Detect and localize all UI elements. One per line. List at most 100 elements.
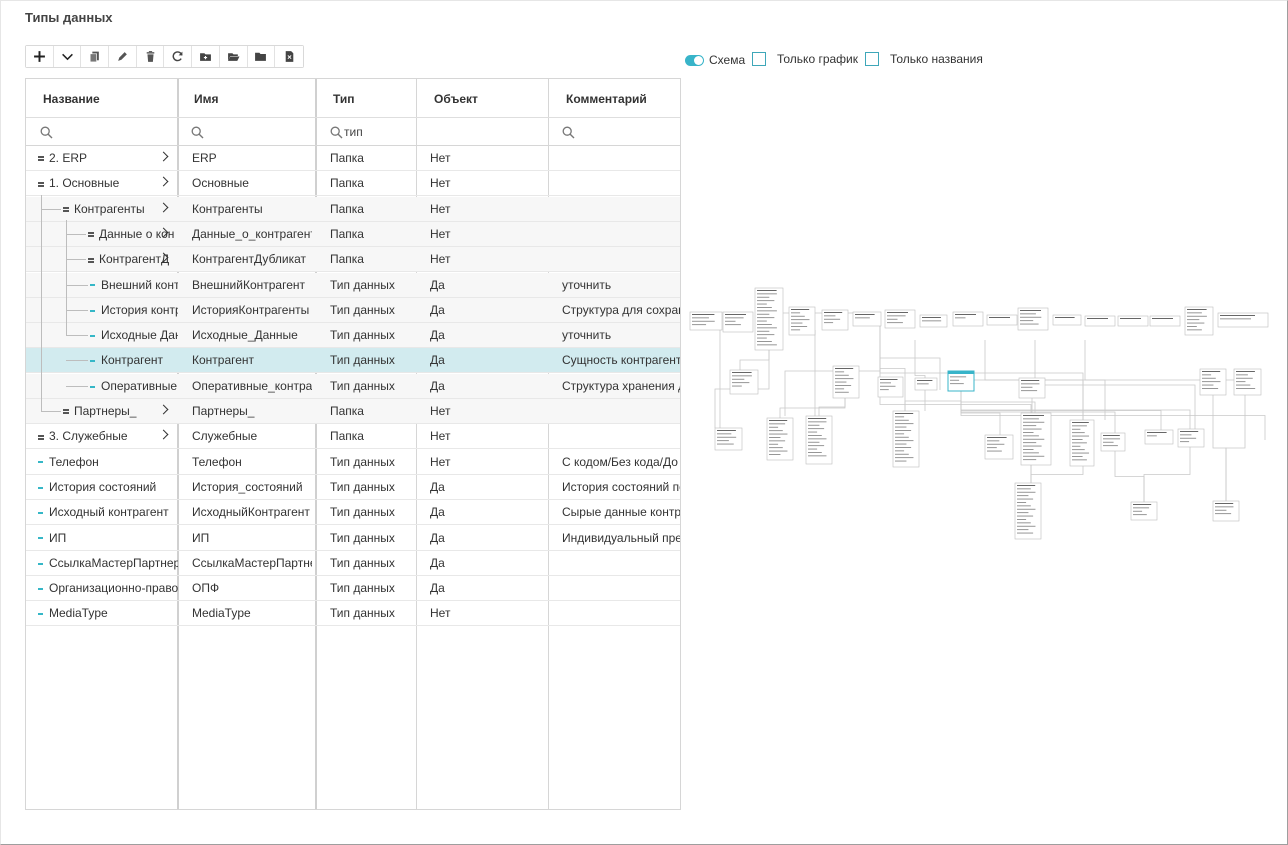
table-row[interactable]: Контрагенты Контрагенты Папка Нет <box>26 196 680 222</box>
row-ident-cell[interactable]: ERP <box>192 151 217 165</box>
row-type-cell[interactable]: Папка <box>330 252 364 267</box>
row-name-cell[interactable]: Организационно-правов <box>26 576 178 601</box>
open-folder-button[interactable] <box>219 46 248 67</box>
table-row[interactable]: 2. ERP ERP Папка Нет <box>26 146 680 171</box>
edit-button[interactable] <box>109 46 137 67</box>
row-comment-cell[interactable] <box>562 146 680 171</box>
diagram-entity[interactable] <box>947 370 975 392</box>
diagram-entity[interactable] <box>919 314 948 328</box>
diagram-entity[interactable] <box>914 377 938 391</box>
column-header-name[interactable]: Название <box>43 92 100 106</box>
diagram-entity[interactable] <box>1212 500 1240 522</box>
row-comment-cell[interactable] <box>562 247 680 272</box>
diagram-entity[interactable] <box>689 311 723 331</box>
row-object-cell[interactable]: Нет <box>430 404 451 418</box>
table-row[interactable]: 3. Служебные Служебные Папка Нет <box>26 424 680 450</box>
row-ident-cell[interactable]: Основные <box>192 176 249 191</box>
row-ident-cell[interactable]: ИП <box>192 530 210 545</box>
table-row[interactable]: Партнеры_ Партнеры_ Папка Нет <box>26 399 680 424</box>
row-ident-cell[interactable]: ВнешнийКонтрагент <box>192 277 306 292</box>
graph-only-box[interactable] <box>752 52 766 66</box>
diagram-entity[interactable] <box>877 376 904 398</box>
diagram-entity[interactable] <box>1217 312 1269 328</box>
diagram-entity[interactable] <box>1020 412 1052 466</box>
row-type-cell[interactable]: Тип данных <box>330 454 395 469</box>
row-comment-cell[interactable] <box>562 424 680 449</box>
row-object-cell[interactable]: Нет <box>430 454 451 469</box>
folder-button[interactable] <box>247 46 276 67</box>
table-row[interactable]: Внешний конт ВнешнийКонтрагент Тип данных Д… <box>26 272 680 298</box>
row-type-cell[interactable]: Тип данных <box>330 505 395 520</box>
table-row[interactable]: Организационно-правов ОПФ Тип данных Да <box>26 576 680 602</box>
diagram-entity[interactable] <box>1018 377 1046 399</box>
diagram-entity[interactable] <box>952 311 984 327</box>
diagram-entity[interactable] <box>984 434 1014 460</box>
delete-button[interactable] <box>136 46 165 67</box>
diagram-entity[interactable] <box>1052 314 1082 326</box>
row-name-cell[interactable]: MediaType <box>26 601 178 626</box>
diagram-entity[interactable] <box>1144 429 1174 445</box>
row-object-cell[interactable]: Нет <box>430 176 451 191</box>
row-object-cell[interactable]: Да <box>430 505 445 520</box>
names-only-checkbox[interactable]: Только названия <box>865 52 983 66</box>
copy-button[interactable] <box>81 46 110 67</box>
row-comment-cell[interactable] <box>562 551 680 576</box>
table-row[interactable]: Данные о кон Данные_о_контрагента Папка Нет <box>26 221 680 247</box>
table-row[interactable]: Исходный контрагент ИсходныйКонтрагент Тип… <box>26 500 680 526</box>
diagram-entity[interactable] <box>729 369 759 395</box>
row-name-cell[interactable]: Телефон <box>26 450 178 475</box>
table-row[interactable]: Телефон Телефон Тип данных Нет С кодом/Без к… <box>26 450 680 475</box>
row-name-cell[interactable]: Контрагент <box>26 348 178 373</box>
row-comment-cell[interactable]: Структура для сохран <box>562 302 680 317</box>
row-object-cell[interactable]: Нет <box>430 606 451 621</box>
names-only-box[interactable] <box>865 52 879 66</box>
add-folder-button[interactable] <box>192 46 220 67</box>
row-name-cell[interactable]: История контр <box>26 298 178 323</box>
row-name-cell[interactable]: ИП <box>26 526 178 551</box>
diagram-entity[interactable] <box>1100 432 1126 452</box>
row-ident-cell[interactable]: MediaType <box>192 606 251 621</box>
row-ident-cell[interactable]: Данные_о_контрагента <box>192 226 312 241</box>
table-row[interactable]: 1. Основные Основные Папка Нет <box>26 171 680 197</box>
comment-filter[interactable] <box>562 118 576 146</box>
table-row[interactable]: История состояний История_состояний Тип да… <box>26 475 680 500</box>
row-object-cell[interactable]: Нет <box>430 429 451 444</box>
row-name-cell[interactable]: СсылкаМастерПартнер <box>26 551 178 576</box>
row-name-cell[interactable]: 3. Служебные <box>26 424 178 449</box>
row-object-cell[interactable]: Нет <box>430 201 451 216</box>
row-comment-cell[interactable]: С кодом/Без кода/До <box>562 454 678 469</box>
row-ident-cell[interactable]: СсылкаМастерПартнер <box>192 555 312 570</box>
row-object-cell[interactable]: Да <box>430 581 445 596</box>
row-type-cell[interactable]: Тип данных <box>330 378 395 393</box>
diagram-entity[interactable] <box>1017 307 1049 331</box>
row-type-cell[interactable]: Тип данных <box>330 581 395 596</box>
row-type-cell[interactable]: Тип данных <box>330 479 395 494</box>
diagram-entity[interactable] <box>1014 482 1042 540</box>
export-button[interactable] <box>275 46 303 67</box>
row-object-cell[interactable]: Нет <box>430 226 451 241</box>
row-type-cell[interactable]: Тип данных <box>330 530 395 545</box>
row-ident-cell[interactable]: ИсторияКонтрагенты <box>192 302 310 317</box>
diagram-entity[interactable] <box>766 417 794 461</box>
row-object-cell[interactable]: Нет <box>430 151 451 165</box>
row-object-cell[interactable]: Нет <box>430 252 451 267</box>
table-row[interactable]: ИП ИП Тип данных Да Индивидуальный пре <box>26 526 680 551</box>
schema-diagram[interactable] <box>685 280 1275 550</box>
row-ident-cell[interactable]: Телефон <box>192 454 242 469</box>
row-type-cell[interactable]: Папка <box>330 226 364 241</box>
row-ident-cell[interactable]: Исходные_Данные <box>192 328 298 343</box>
row-comment-cell[interactable]: Структура хранения д <box>562 378 680 393</box>
row-object-cell[interactable]: Да <box>430 555 445 570</box>
row-type-cell[interactable]: Папка <box>330 201 364 216</box>
chevron-right-icon[interactable] <box>158 176 169 187</box>
row-name-cell[interactable]: Оперативные <box>26 374 178 399</box>
diagram-entity[interactable] <box>1199 368 1227 396</box>
table-row[interactable]: Оперативные Оперативные_контраге Тип данны… <box>26 373 680 399</box>
row-name-cell[interactable]: Исходные Дан <box>26 323 178 348</box>
row-comment-cell[interactable] <box>562 601 680 626</box>
row-object-cell[interactable]: Да <box>430 277 445 292</box>
row-type-cell[interactable]: Папка <box>330 176 364 191</box>
row-ident-cell[interactable]: Служебные <box>192 429 258 444</box>
add-button[interactable] <box>26 46 54 67</box>
diagram-entity[interactable] <box>722 311 754 333</box>
